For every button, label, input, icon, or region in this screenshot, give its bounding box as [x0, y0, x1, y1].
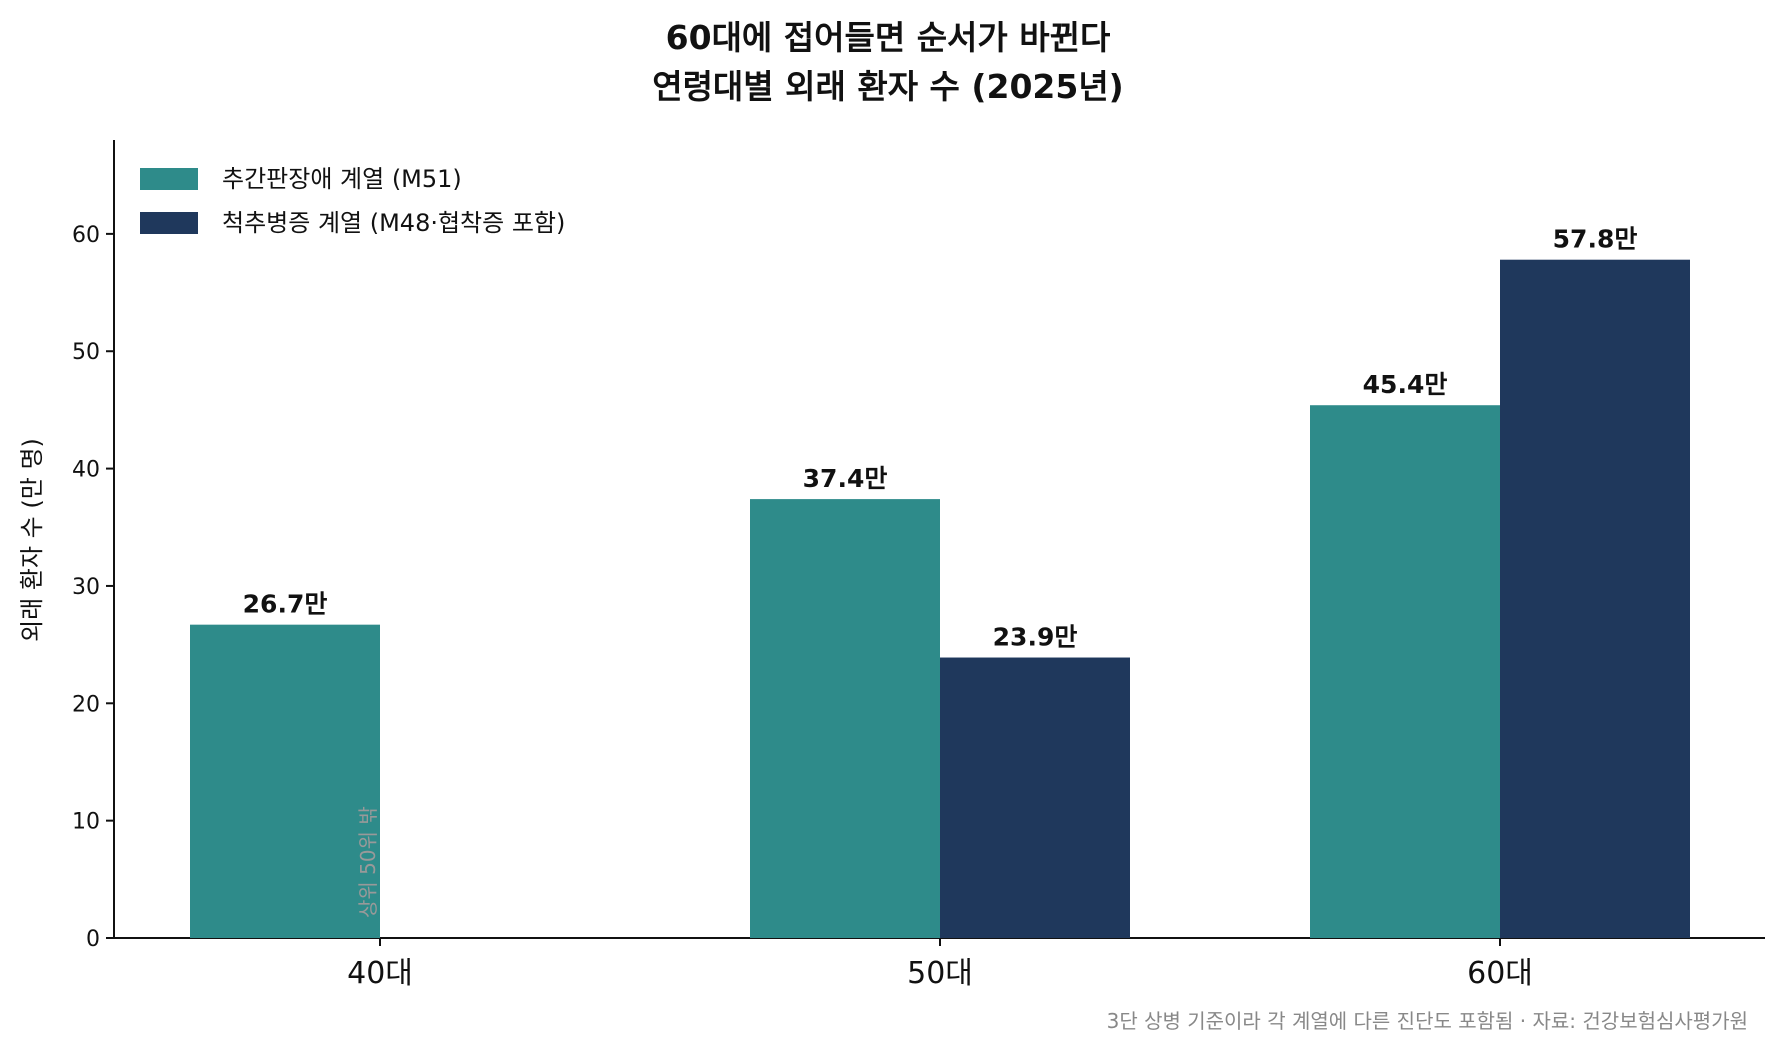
source-note: 3단 상병 기준이라 각 계열에 다른 진단도 포함됨 · 자료: 건강보험심사…: [1107, 1009, 1748, 1033]
data-label: 26.7만: [243, 590, 328, 619]
legend-swatch: [140, 212, 198, 234]
y-tick-label: 0: [86, 927, 100, 952]
legend-swatch: [140, 168, 198, 190]
chart-title-line2: 연령대별 외래 환자 수 (2025년): [652, 67, 1124, 106]
bar: [190, 624, 380, 938]
data-label: 23.9만: [993, 623, 1078, 652]
chart-title-line1: 60대에 접어들면 순서가 바뀐다: [666, 18, 1111, 57]
bar: [1310, 405, 1500, 938]
legend-item: 척추병증 계열 (M48·협착증 포함): [140, 209, 565, 237]
legend-item: 추간판장애 계열 (M51): [140, 165, 462, 193]
bar: [940, 657, 1130, 938]
data-label: 57.8만: [1553, 225, 1638, 254]
data-label: 37.4만: [803, 464, 888, 493]
bar: [1500, 259, 1690, 938]
plot-area: 0 10 20 30 40 50 60 40대 50대 60대 26.7만 37.4만 45.4만상위 …: [72, 140, 1765, 991]
legend-label: 추간판장애 계열 (M51): [222, 165, 462, 193]
y-tick-label: 10: [72, 810, 100, 835]
x-tick-label: 60대: [1467, 956, 1533, 991]
x-tick-label: 50대: [907, 956, 973, 991]
y-axis-label: 외래 환자 수 (만 명): [18, 438, 46, 642]
x-tick-label: 40대: [347, 956, 413, 991]
y-tick-label: 60: [72, 223, 100, 248]
bar: [750, 499, 940, 938]
missing-data-annotation: 상위 50위 밖: [356, 806, 380, 918]
y-tick-label: 40: [72, 458, 100, 483]
y-tick-label: 20: [72, 692, 100, 717]
data-label: 45.4만: [1363, 370, 1448, 399]
legend: 추간판장애 계열 (M51) 척추병증 계열 (M48·협착증 포함): [140, 165, 565, 237]
y-tick-label: 30: [72, 575, 100, 600]
y-tick-label: 50: [72, 340, 100, 365]
legend-label: 척추병증 계열 (M48·협착증 포함): [222, 209, 565, 237]
